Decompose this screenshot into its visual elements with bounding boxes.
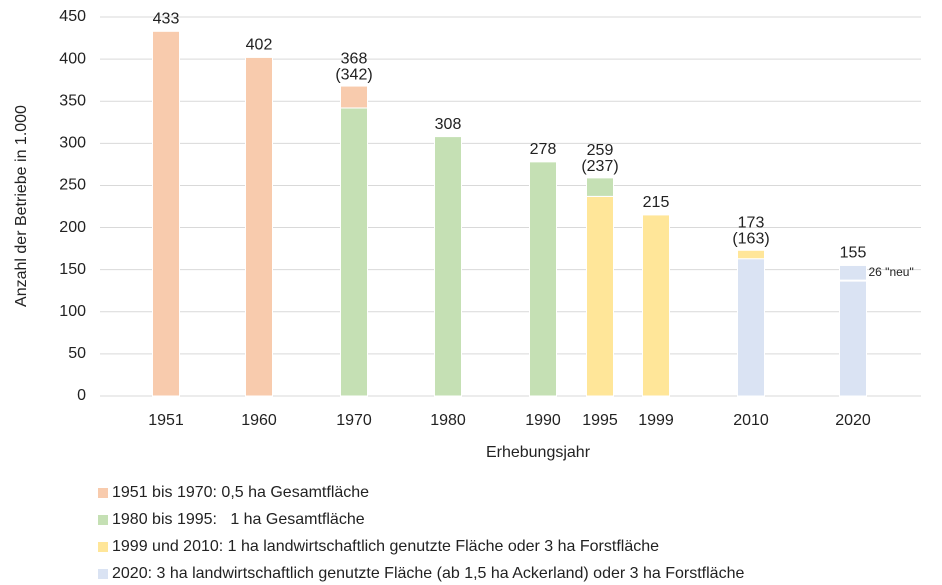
legend-swatch [98, 488, 108, 498]
bar-segment [434, 136, 462, 397]
x-tick-label: 1960 [241, 412, 277, 429]
legend-swatch [98, 569, 108, 579]
y-tick-label: 450 [59, 8, 86, 25]
x-tick-label: 1951 [148, 412, 184, 429]
x-tick-label: 1995 [582, 412, 618, 429]
bar-segment [340, 85, 368, 109]
y-tick-label: 0 [77, 387, 86, 404]
total-label: 173 [738, 215, 765, 232]
bar-segment [586, 195, 614, 397]
y-tick-label: 150 [59, 261, 86, 278]
y-axis-label: Anzahl der Betriebe in 1.000 [13, 105, 30, 307]
y-tick-label: 50 [68, 345, 86, 362]
sub-label: (237) [581, 158, 618, 175]
x-tick-label: 1990 [525, 412, 561, 429]
legend-swatch [98, 542, 108, 552]
x-tick-label: 1980 [430, 412, 466, 429]
y-tick-label: 100 [59, 303, 86, 320]
y-tick-label: 400 [59, 50, 86, 67]
legend-label: 2020: 3 ha landwirtschaftlich genutzte F… [112, 565, 744, 582]
annotation: 26 "neu" [869, 265, 914, 279]
bar-segment [152, 30, 180, 397]
legend-label: 1999 und 2010: 1 ha landwirtschaftlich g… [112, 538, 659, 555]
legend-label: 1980 bis 1995: 1 ha Gesamtfläche [112, 511, 365, 528]
x-tick-label: 2010 [733, 412, 769, 429]
total-label: 155 [840, 245, 867, 262]
sub-label: (342) [335, 66, 372, 83]
bar-segment [586, 177, 614, 197]
legend-label: 1951 bis 1970: 0,5 ha Gesamtfläche [112, 484, 369, 501]
x-tick-label: 1970 [336, 412, 372, 429]
total-label: 402 [246, 37, 273, 54]
bar-segment [737, 258, 765, 397]
x-tick-label: 1999 [638, 412, 674, 429]
bar-segment [839, 264, 867, 397]
total-label: 278 [530, 141, 557, 158]
bar-segment [245, 56, 273, 397]
y-tick-label: 200 [59, 219, 86, 236]
bar-segment [737, 249, 765, 260]
total-label: 433 [153, 11, 180, 28]
x-tick-label: 2020 [835, 412, 871, 429]
legend-swatch [98, 515, 108, 525]
sub-label: (163) [732, 231, 769, 248]
total-label: 259 [587, 142, 614, 159]
y-tick-label: 250 [59, 177, 86, 194]
bar-segment [529, 161, 557, 397]
total-label: 368 [341, 50, 368, 67]
total-label: 308 [435, 116, 462, 133]
x-axis-label: Erhebungsjahr [486, 444, 591, 461]
bar-segment [340, 107, 368, 397]
bar-segment [642, 214, 670, 397]
total-label: 215 [643, 194, 670, 211]
y-tick-label: 300 [59, 135, 86, 152]
y-tick-label: 350 [59, 92, 86, 109]
